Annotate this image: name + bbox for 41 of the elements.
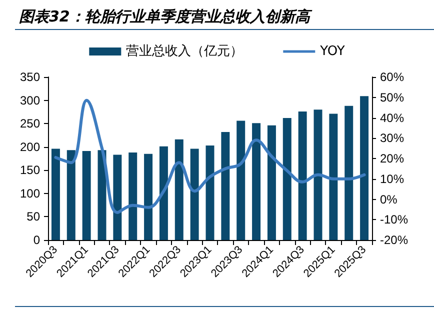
y2-tick-label: 30% (380, 131, 404, 146)
bar (113, 154, 122, 240)
line-series (54, 98, 366, 214)
y2-tick-label: 0% (380, 192, 398, 206)
bar (236, 120, 246, 240)
y2-tick-label: 50% (380, 90, 404, 104)
y2-tick-label: 20% (380, 152, 404, 166)
bar (252, 123, 261, 240)
y2-tick-label: 10% (380, 172, 404, 186)
y-tick-label: 0 (33, 233, 40, 247)
bar (206, 145, 214, 240)
bar (329, 114, 338, 240)
bar (144, 154, 153, 240)
y2-tick-label: -20% (380, 233, 408, 247)
bar (82, 151, 91, 240)
y-tick-label: 150 (20, 163, 40, 178)
y-tick-label: 250 (20, 116, 40, 131)
bar (51, 148, 60, 240)
bar (360, 96, 369, 240)
y-tick-label: 50 (26, 210, 40, 224)
bar (314, 110, 322, 240)
bar (66, 150, 76, 240)
y-tick-label: 200 (20, 140, 40, 154)
bar (282, 118, 292, 240)
y2-tick-label: 40% (380, 110, 404, 125)
y-tick-label: 100 (20, 186, 40, 200)
bar (190, 148, 199, 240)
y-tick-label: 350 (20, 70, 40, 84)
bar (298, 111, 307, 240)
y2-tick-label: 60% (380, 70, 404, 84)
legend-label: 营业总收入（亿元） (126, 44, 244, 59)
bar (267, 125, 276, 240)
bar (128, 152, 138, 240)
bar (221, 132, 230, 240)
legend-label: YOY (319, 44, 345, 59)
y2-tick-label: -10% (380, 212, 408, 227)
chart-title: 图表32：轮胎行业单季度营业总收入创新高 (19, 8, 313, 26)
bar (344, 106, 354, 240)
bar (174, 139, 184, 240)
bar (159, 146, 168, 240)
y-tick-label: 300 (20, 93, 40, 108)
